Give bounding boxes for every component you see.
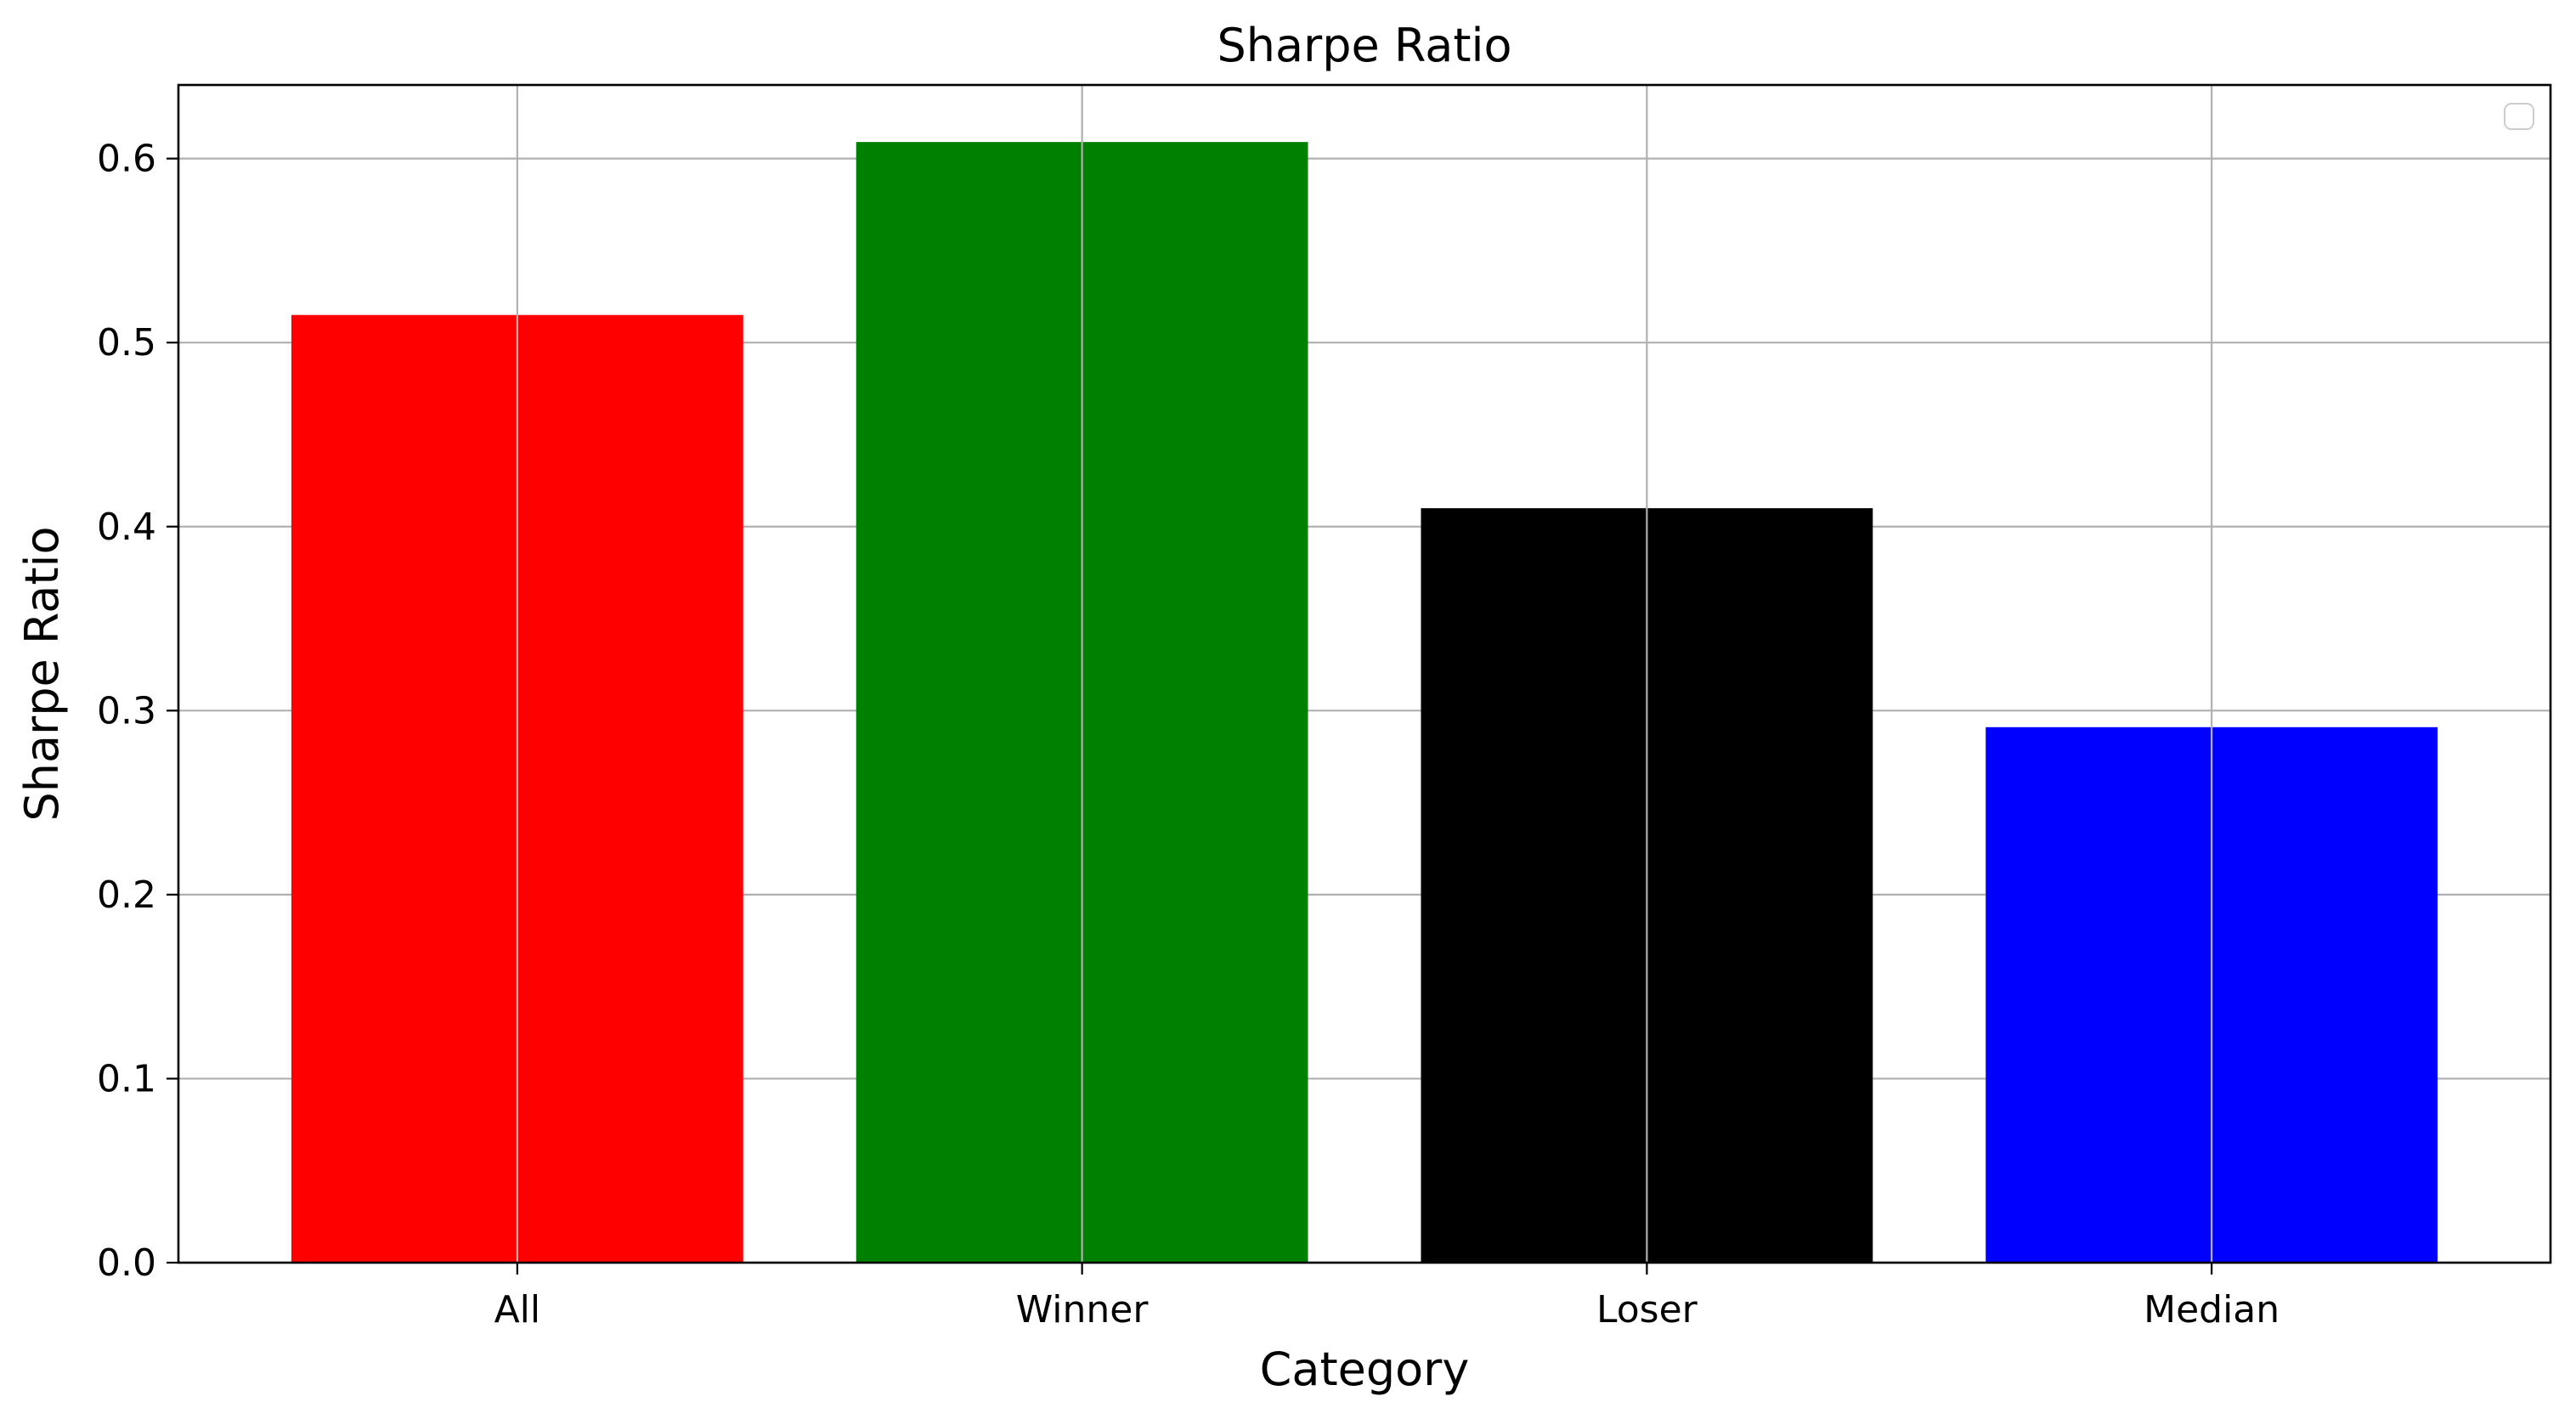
vertical-grid-lines [516,85,2213,1263]
plot-frame [177,83,2552,1264]
x-axis-label: Category [1260,1343,1470,1396]
x-tick-label: Median [2144,1288,2279,1331]
y-tick-label: 0.1 [97,1057,156,1100]
chart-title: Sharpe Ratio [1217,19,1511,72]
y-axis-label: Sharpe Ratio [15,526,69,821]
y-tick-label: 0.5 [97,321,156,365]
y-tick-label: 0.6 [97,138,156,181]
legend-box [2504,103,2534,130]
x-tick-label: All [494,1288,541,1331]
x-tick-label: Winner [1016,1288,1150,1331]
y-tick-label: 0.2 [97,873,156,917]
y-tick-label: 0.0 [97,1241,156,1285]
x-tick-label: Loser [1596,1288,1698,1331]
y-axis-ticks: 0.0 0.1 0.2 0.3 0.4 0.5 0.6 [97,138,178,1285]
x-axis-ticks: All Winner Loser Median [494,1263,2279,1331]
y-tick-label: 0.3 [97,689,156,732]
y-tick-label: 0.4 [97,506,156,549]
